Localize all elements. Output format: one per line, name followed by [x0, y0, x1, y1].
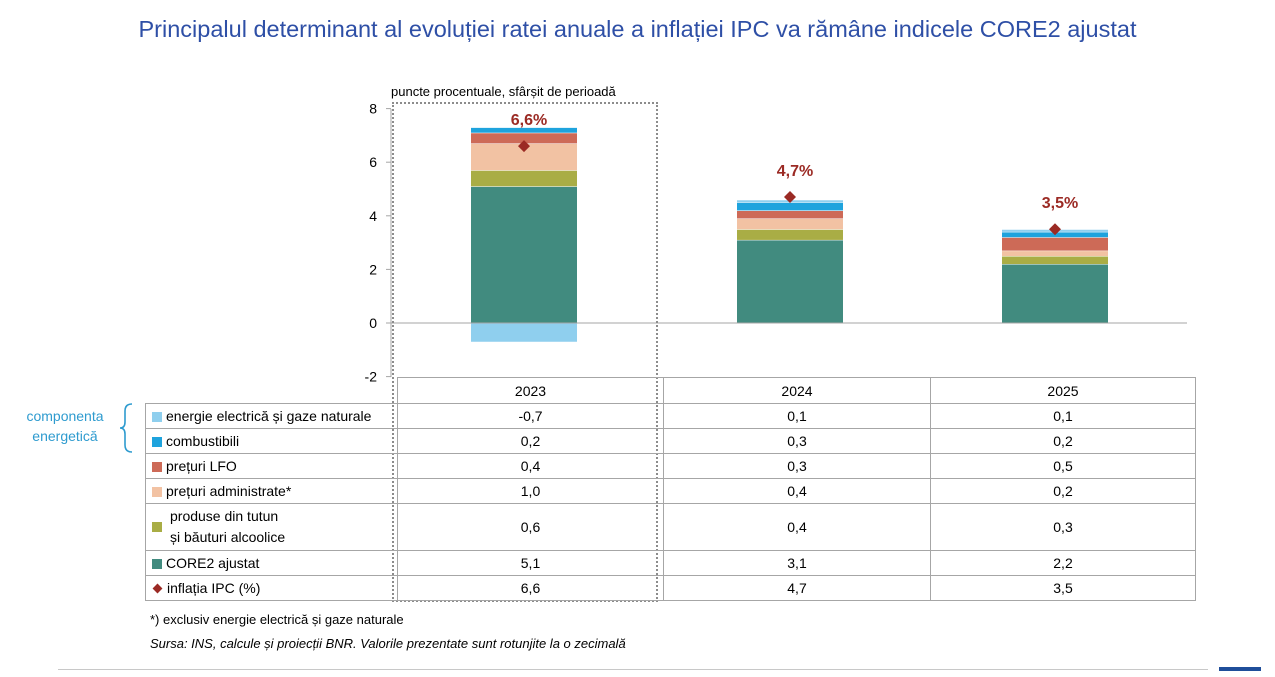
table-cell: 0,2 — [930, 478, 1196, 504]
table-cell: 0,4 — [397, 453, 664, 479]
bar-segment-lfo-2023 — [471, 132, 577, 144]
bar-segment-core2-2024 — [737, 239, 843, 323]
table-row-combustibili: combustibili 0,2 0,3 0,2 — [145, 428, 1196, 454]
ipc-callout-2023: 6,6% — [511, 112, 547, 129]
table-header-row: 2023 2024 2025 — [145, 377, 1196, 404]
data-table: 2023 2024 2025 energie electrică și gaze… — [145, 377, 1196, 601]
bottom-rule — [58, 669, 1208, 670]
table-cell: 0,3 — [663, 453, 931, 479]
table-cell: 0,3 — [930, 503, 1196, 551]
year-header-2024: 2024 — [663, 377, 931, 404]
table-row-energie: energie electrică și gaze naturale -0,7 … — [145, 403, 1196, 429]
bottom-accent-bar — [1219, 667, 1261, 671]
row-label: inflația IPC (%) — [145, 575, 398, 601]
legend-text-administrate: prețuri administrate* — [166, 483, 292, 499]
legend-text-tutun-line1: produse din tutun — [170, 508, 279, 524]
ipc-marker-2024 — [784, 191, 796, 204]
table-row-tutun: produse din tutun și băuturi alcoolice 0,… — [145, 503, 1196, 551]
table-cell: 6,6 — [397, 575, 664, 601]
y-tick-label: 0 — [369, 315, 377, 331]
table-cell: 0,3 — [663, 428, 931, 454]
y-tick-label: 4 — [369, 208, 377, 224]
bar-segment-administrate-2024 — [737, 218, 843, 230]
row-label: produse din tutun și băuturi alcoolice — [145, 503, 398, 551]
legend-swatch — [152, 522, 162, 532]
ipc-markers: 6,6% 4,7% 3,5% — [511, 112, 1078, 236]
source-note: Sursa: INS, calcule și proiecții BNR. Va… — [150, 636, 626, 651]
table-cell: 0,1 — [930, 403, 1196, 429]
highlight-2023-box — [392, 102, 658, 602]
table-cell: 0,2 — [397, 428, 664, 454]
bar-segment-tutun-2023 — [471, 170, 577, 187]
table-header-blank — [145, 377, 398, 404]
table-cell: 0,5 — [930, 453, 1196, 479]
page-title: Principalul determinant al evoluției rat… — [138, 16, 1137, 42]
table-cell: 0,6 — [397, 503, 664, 551]
table-row-ipc: inflația IPC (%) 6,6 4,7 3,5 — [145, 575, 1196, 601]
bar-segment-energie-2023 — [471, 323, 577, 342]
table-cell: 0,2 — [930, 428, 1196, 454]
table-cell: 0,1 — [663, 403, 931, 429]
diamond-marker-icon — [152, 583, 163, 594]
table-cell: -0,7 — [397, 403, 664, 429]
energy-label-line1: componenta — [26, 408, 104, 424]
table-row-lfo: prețuri LFO 0,4 0,3 0,5 — [145, 453, 1196, 479]
table-cell: 2,2 — [930, 550, 1196, 576]
bar-segment-lfo-2024 — [737, 210, 843, 219]
bar-segment-administrate-2025 — [1002, 250, 1108, 256]
ipc-marker-2025 — [1049, 223, 1061, 236]
bar-segment-combustibili-2024 — [737, 202, 843, 211]
row-label: combustibili — [145, 428, 398, 454]
row-label: energie electrică și gaze naturale — [145, 403, 398, 429]
row-label: prețuri administrate* — [145, 478, 398, 504]
legend-swatch — [152, 437, 162, 447]
legend-text-core2: CORE2 ajustat — [166, 555, 260, 571]
bar-segment-core2-2025 — [1002, 264, 1108, 323]
row-label: prețuri LFO — [145, 453, 398, 479]
legend-text-combustibili: combustibili — [166, 433, 240, 449]
legend-swatch — [152, 412, 162, 422]
legend-swatch — [152, 559, 162, 569]
table-cell: 3,5 — [930, 575, 1196, 601]
ipc-callout-2024: 4,7% — [777, 163, 813, 180]
y-tick-label: 8 — [369, 101, 377, 117]
ipc-callout-2025: 3,5% — [1042, 195, 1078, 212]
y-axis-label: puncte procentuale, sfârșit de perioadă — [391, 84, 617, 99]
table-cell: 1,0 — [397, 478, 664, 504]
table-cell: 3,1 — [663, 550, 931, 576]
legend-text-tutun-line2: și băuturi alcoolice — [170, 529, 286, 545]
energy-label-line2: energetică — [32, 428, 98, 444]
energy-component-label: componenta energetică — [14, 406, 116, 446]
table-cell: 0,4 — [663, 478, 931, 504]
legend-text-lfo: prețuri LFO — [166, 458, 237, 474]
bar-segment-tutun-2024 — [737, 229, 843, 240]
bar-segment-core2-2023 — [471, 186, 577, 323]
legend-text-energie: energie electrică și gaze naturale — [166, 408, 372, 424]
table-cell: 0,4 — [663, 503, 931, 551]
row-label: CORE2 ajustat — [145, 550, 398, 576]
legend-swatch — [152, 462, 162, 472]
table-row-core2: CORE2 ajustat 5,1 3,1 2,2 — [145, 550, 1196, 576]
y-tick-label: 2 — [369, 261, 377, 277]
legend-text-ipc: inflația IPC (%) — [167, 580, 261, 596]
table-row-administrate: prețuri administrate* 1,0 0,4 0,2 — [145, 478, 1196, 504]
year-header-2023: 2023 — [397, 377, 664, 404]
year-header-2025: 2025 — [930, 377, 1196, 404]
bar-segment-tutun-2025 — [1002, 256, 1108, 265]
legend-swatch — [152, 487, 162, 497]
bar-segment-lfo-2025 — [1002, 237, 1108, 251]
footnote: *) exclusiv energie electrică și gaze na… — [150, 612, 404, 627]
table-cell: 5,1 — [397, 550, 664, 576]
table-cell: 4,7 — [663, 575, 931, 601]
y-tick-label: 6 — [369, 154, 377, 170]
bar-segment-combustibili-2023 — [471, 127, 577, 133]
energy-brace-icon — [119, 403, 133, 453]
ipc-marker-2023 — [518, 140, 530, 153]
